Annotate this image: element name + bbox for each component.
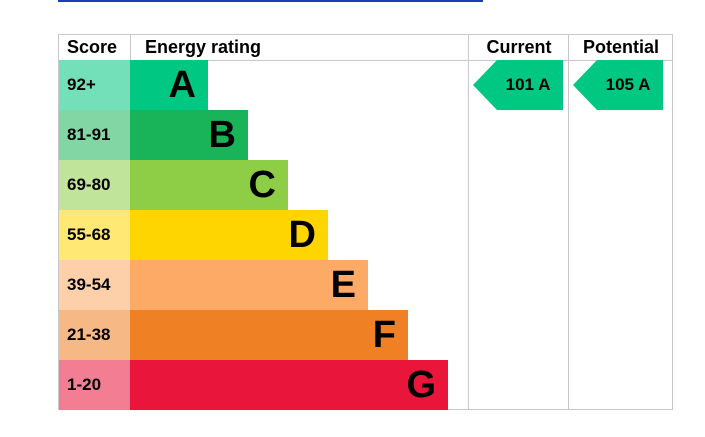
band-bar-d: D bbox=[130, 210, 328, 260]
energy-rating-chart: Score Energy rating Current Potential 92… bbox=[58, 34, 673, 410]
band-bar-e: E bbox=[130, 260, 368, 310]
page-link-underline[interactable] bbox=[58, 0, 483, 2]
band-score-e: 39-54 bbox=[59, 260, 130, 310]
band-letter-a: A bbox=[168, 64, 196, 106]
potential-rating-arrow: 105 A bbox=[573, 60, 663, 110]
header-energy-rating: Energy rating bbox=[145, 37, 262, 57]
current-col-divider bbox=[468, 35, 469, 409]
band-bar-g: G bbox=[130, 360, 448, 410]
band-bar-b: B bbox=[130, 110, 248, 160]
band-letter-f: F bbox=[372, 314, 396, 356]
band-score-g: 1-20 bbox=[59, 360, 130, 410]
band-score-a: 92+ bbox=[59, 60, 130, 110]
band-score-c: 69-80 bbox=[59, 160, 130, 210]
header-score: Score bbox=[67, 37, 118, 57]
potential-col-divider bbox=[568, 35, 569, 409]
band-bar-a: A bbox=[130, 60, 208, 110]
header-col-divider bbox=[130, 35, 131, 60]
band-letter-c: C bbox=[248, 164, 276, 206]
band-letter-g: G bbox=[406, 364, 436, 406]
header-current: Current bbox=[486, 37, 552, 57]
band-letter-b: B bbox=[208, 114, 236, 156]
band-bar-c: C bbox=[130, 160, 288, 210]
band-score-f: 21-38 bbox=[59, 310, 130, 360]
band-bar-f: F bbox=[130, 310, 408, 360]
band-score-b: 81-91 bbox=[59, 110, 130, 160]
band-score-d: 55-68 bbox=[59, 210, 130, 260]
current-arrow-shape bbox=[473, 60, 563, 110]
band-letter-e: E bbox=[330, 264, 356, 306]
header-divider bbox=[59, 60, 672, 61]
current-rating-label: 101 A bbox=[505, 75, 551, 94]
potential-arrow-shape bbox=[573, 60, 663, 110]
current-rating-arrow: 101 A bbox=[473, 60, 563, 110]
potential-rating-label: 105 A bbox=[605, 75, 651, 94]
band-letter-d: D bbox=[288, 214, 316, 256]
header-potential: Potential bbox=[582, 37, 659, 57]
